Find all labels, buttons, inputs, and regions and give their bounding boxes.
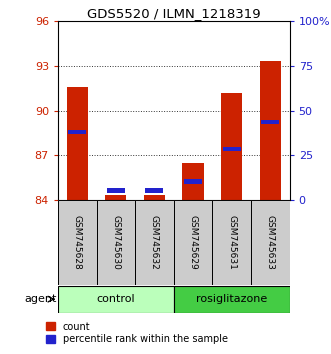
Title: GDS5520 / ILMN_1218319: GDS5520 / ILMN_1218319 [87, 7, 260, 20]
Text: GSM745633: GSM745633 [266, 215, 275, 270]
Bar [144, 195, 165, 200]
FancyBboxPatch shape [213, 200, 251, 285]
Bar [107, 188, 125, 193]
FancyBboxPatch shape [58, 286, 174, 313]
FancyBboxPatch shape [135, 200, 174, 285]
FancyBboxPatch shape [58, 200, 97, 285]
Bar [221, 93, 242, 200]
Text: GSM745629: GSM745629 [189, 215, 198, 270]
Bar [260, 62, 281, 200]
Text: GSM745630: GSM745630 [111, 215, 120, 270]
FancyBboxPatch shape [97, 200, 135, 285]
Legend: count, percentile rank within the sample: count, percentile rank within the sample [46, 321, 228, 344]
Text: GSM745632: GSM745632 [150, 215, 159, 270]
Text: agent: agent [25, 294, 57, 304]
Text: control: control [97, 294, 135, 304]
Bar [223, 147, 241, 151]
Bar [182, 163, 204, 200]
Bar [68, 130, 86, 135]
Text: GSM745628: GSM745628 [73, 215, 82, 270]
Bar [145, 188, 164, 193]
FancyBboxPatch shape [174, 286, 290, 313]
FancyBboxPatch shape [174, 200, 213, 285]
Bar [184, 179, 202, 184]
Bar [67, 87, 88, 200]
Bar [261, 120, 279, 124]
FancyBboxPatch shape [251, 200, 290, 285]
Text: rosiglitazone: rosiglitazone [196, 294, 267, 304]
Bar [105, 195, 126, 200]
Text: GSM745631: GSM745631 [227, 215, 236, 270]
